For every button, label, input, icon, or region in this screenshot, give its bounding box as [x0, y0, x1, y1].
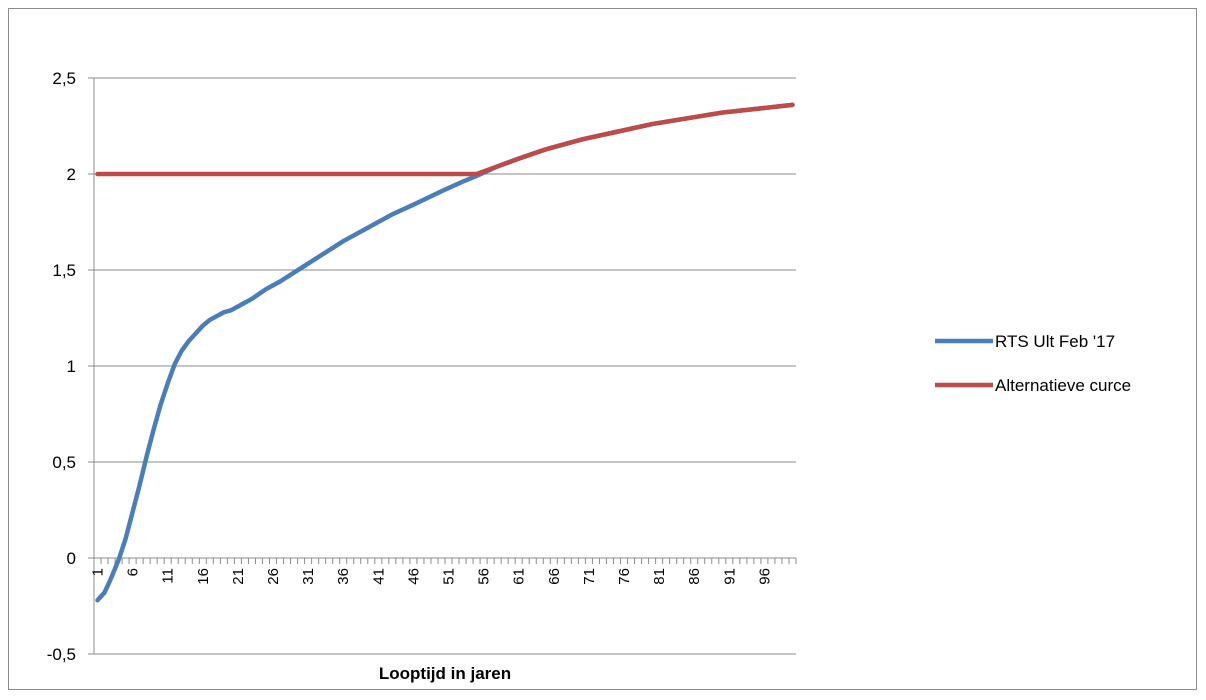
x-axis-title: Looptijd in jaren	[379, 664, 511, 683]
x-axis-tick-labels: 1 6 11 16 21 26 31 36 41 46 51 56 61 66 71 76 81 86 91 96	[90, 568, 774, 585]
x-tick-label: 1	[90, 568, 107, 576]
x-tick-label: 56	[476, 568, 493, 585]
x-tick-label: 21	[230, 568, 247, 585]
y-axis-tick-labels: -0,5 0 0,5 1 1,5 2 2,5	[47, 69, 76, 664]
x-tick-label: 61	[511, 568, 528, 585]
chart-area: -0,5 0 0,5 1 1,5 2 2,5 1 6 11 16 21 26 31 36 41 46 51 56 6…	[8, 8, 1197, 690]
y-tick-label: 1,5	[52, 261, 76, 280]
x-tick-label: 66	[546, 568, 563, 585]
line-chart: -0,500,511,522,5 1 6 11 16 21 26 31 36 41 46 51 56 6…	[47, 69, 1131, 683]
series-line-1	[95, 102, 795, 603]
series-line-2	[95, 102, 795, 177]
x-tick-label: 41	[370, 568, 387, 585]
x-tick-label: 26	[265, 568, 282, 585]
series-lines	[95, 102, 795, 603]
x-tick-label: 96	[756, 568, 773, 585]
x-tick-label: 16	[195, 568, 212, 585]
x-tick-label: 71	[581, 568, 598, 585]
x-tick-label: 76	[616, 568, 633, 585]
x-tick-label: 6	[125, 568, 142, 576]
y-tick-label: 0	[67, 549, 76, 568]
x-tick-label: 86	[686, 568, 703, 585]
y-tick-label: 1	[67, 357, 76, 376]
x-tick-label: 11	[160, 568, 177, 584]
axes	[93, 78, 797, 654]
x-tick-label: 91	[721, 568, 738, 585]
x-tick-label: 36	[335, 568, 352, 585]
legend: RTS Ult Feb '17 Alternatieve curce	[935, 332, 1131, 395]
x-tick-label: 51	[441, 568, 458, 585]
x-tick-label: 31	[300, 568, 317, 585]
y-tick-label: 2	[67, 165, 76, 184]
x-tick-label: 46	[405, 568, 422, 585]
y-tick-label: 0,5	[52, 453, 76, 472]
legend-label: Alternatieve curce	[995, 376, 1131, 395]
x-tick-label: 81	[651, 568, 668, 585]
y-tick-label: -0,5	[47, 645, 76, 664]
y-tick-label: 2,5	[52, 69, 76, 88]
gridlines	[88, 77, 796, 655]
legend-label: RTS Ult Feb '17	[995, 332, 1115, 351]
